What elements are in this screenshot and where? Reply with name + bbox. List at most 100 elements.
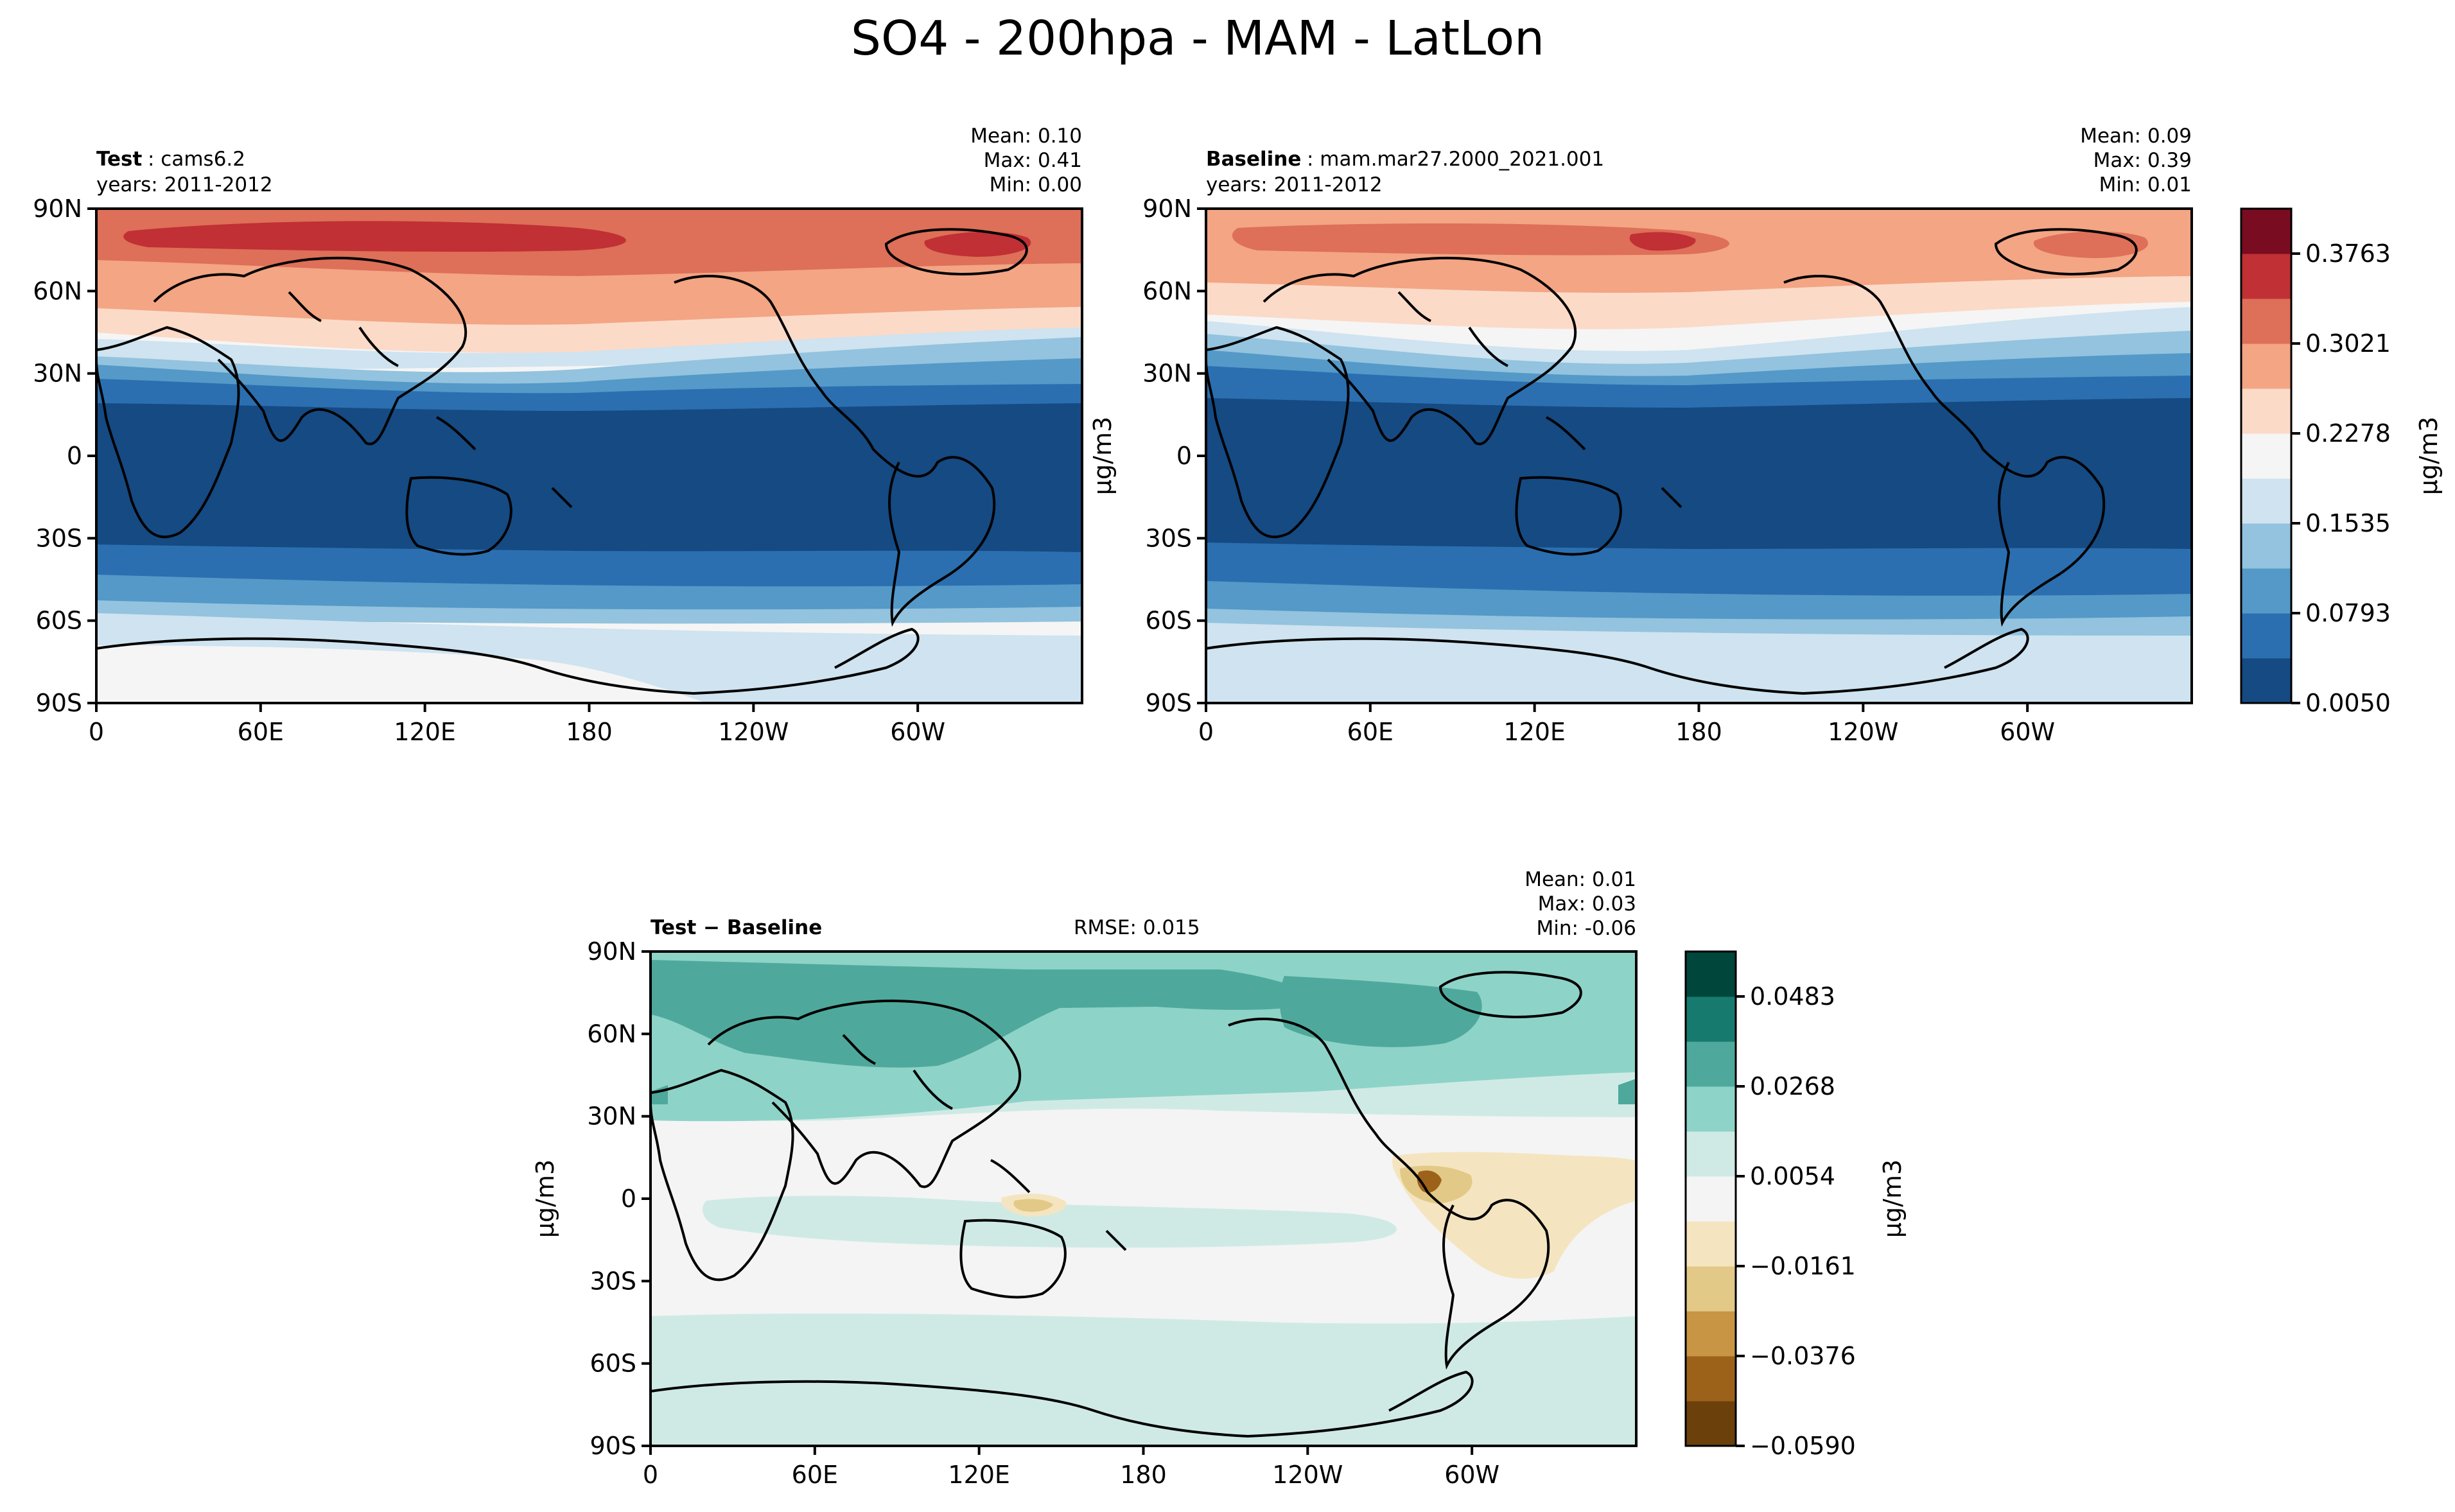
panel-baseline: Baseline : mam.mar27.2000_2021.001 years… <box>1088 125 2193 746</box>
figure-title: SO4 - 200hpa - MAM - LatLon <box>851 11 1544 66</box>
diff-stat-max: Max: 0.03 <box>1538 892 1636 916</box>
x-tick-label: 60W <box>1444 1461 1499 1489</box>
baseline-label-bold: Baseline <box>1206 148 1301 171</box>
colorbar-tick-label: −0.0161 <box>1750 1252 1856 1280</box>
y-tick-label: 30S <box>590 1267 636 1295</box>
baseline-stat-min: Min: 0.01 <box>2099 173 2192 196</box>
colorbar-segment <box>2241 343 2291 389</box>
x-tick-label: 180 <box>1675 718 1722 746</box>
colorbar-segment <box>2241 478 2291 524</box>
colorbar-tick-label: 0.2278 <box>2305 419 2391 448</box>
baseline-years: years: 2011-2012 <box>1206 173 1383 196</box>
diff-stat-min: Min: -0.06 <box>1536 917 1636 940</box>
colorbar-tick-label: 0.0268 <box>1750 1072 1835 1100</box>
y-tick-label: 30N <box>587 1102 636 1131</box>
baseline-stat-mean: Mean: 0.09 <box>2080 125 2192 148</box>
colorbar-segment <box>2241 254 2291 299</box>
colorbar-segment <box>1686 1311 1736 1357</box>
colorbar-segment <box>1686 952 1736 997</box>
x-tick-label: 60E <box>792 1461 838 1489</box>
colorbar-tick-label: 0.1535 <box>2305 509 2391 537</box>
diff-rmse: RMSE: 0.015 <box>1074 916 1200 939</box>
colorbar-segment <box>2241 433 2291 479</box>
test-map-area <box>96 209 1082 703</box>
colorbar-segment <box>2241 388 2291 434</box>
colorbar-segment <box>1686 996 1736 1042</box>
baseline-band-darkest <box>1206 398 2192 549</box>
colorbar-segment <box>2241 568 2291 614</box>
colorbar-frame <box>1684 950 1737 1447</box>
colorbar-segment <box>2241 658 2291 704</box>
x-tick-label: 120E <box>948 1461 1010 1489</box>
x-tick-label: 0 <box>89 718 104 746</box>
y-tick-label: 90N <box>33 195 82 223</box>
colorbar-tick-label: 0.3763 <box>2305 239 2391 268</box>
panel-difference: Test − Baseline RMSE: 0.015 Mean: 0.01 M… <box>531 868 1638 1489</box>
y-tick-label: 30N <box>33 360 82 388</box>
diff-axes: 0 60E 120E 180 120W 60W 90N 60N 30N 0 30S 60S 90S <box>587 937 1499 1489</box>
baseline-label-text: : mam.mar27.2000_2021.001 <box>1307 148 1604 171</box>
diff-band-north-teal-patches <box>651 960 1636 1104</box>
baseline-band-blue-south <box>1206 581 2192 623</box>
y-tick-label: 90S <box>36 689 82 717</box>
baseline-ylabel: μg/m3 <box>1088 417 1117 495</box>
colorbar-tick-label: −0.0590 <box>1750 1432 1856 1460</box>
y-tick-label: 60N <box>587 1020 636 1048</box>
y-tick-label: 90N <box>587 937 636 966</box>
test-coastlines <box>96 228 1028 695</box>
x-tick-label: 180 <box>566 718 613 746</box>
y-tick-label: 30N <box>1142 360 1192 388</box>
test-band-palest-south <box>96 613 1082 703</box>
colorbar-tick-label: 0.0054 <box>1750 1162 1835 1190</box>
colorbar-main: μg/m3 0.3763 0.3021 0.2278 0.1535 0.0793 0.00… <box>2240 207 2443 717</box>
baseline-band-darkred-north <box>1629 232 1696 251</box>
colorbar-segment <box>1686 1266 1736 1312</box>
baseline-band-palest-south <box>1206 623 2192 703</box>
x-tick-label: 60E <box>238 718 284 746</box>
colorbar-tick-label: 0.0050 <box>2305 689 2391 717</box>
test-years: years: 2011-2012 <box>96 173 273 196</box>
baseline-band-lightblue-south <box>1206 609 2192 642</box>
test-stat-max: Max: 0.41 <box>984 149 1082 172</box>
y-tick-label: 0 <box>1176 442 1192 470</box>
y-tick-label: 90S <box>1146 689 1192 717</box>
test-stat-min: Min: 0.00 <box>990 173 1082 196</box>
diff-map-area <box>651 952 1636 1446</box>
colorbar-segment <box>2241 523 2291 569</box>
baseline-axes: 0 60E 120E 180 120W 60W 90N 60N 30N 0 30S 60S 90S <box>1142 195 2055 746</box>
colorbar-tick-label: −0.0376 <box>1750 1342 1856 1370</box>
diff-stat-mean: Mean: 0.01 <box>1525 868 1636 891</box>
y-tick-label: 60N <box>33 277 82 305</box>
y-tick-label: 30S <box>1146 524 1192 552</box>
x-tick-label: 60W <box>890 718 945 746</box>
diff-band-south-teal <box>651 1313 1636 1446</box>
test-label-text: : cams6.2 <box>148 148 245 171</box>
panel-test: Test : cams6.2 years: 2011-2012 Mean: 0.… <box>33 125 1083 746</box>
baseline-map-area <box>1206 209 2192 703</box>
x-tick-label: 0 <box>1198 718 1214 746</box>
colorbar-segment <box>2241 299 2291 344</box>
baseline-stat-max: Max: 0.39 <box>2093 149 2192 172</box>
colorbar-tick-label: 0.3021 <box>2305 329 2391 358</box>
y-tick-label: 90S <box>590 1432 636 1460</box>
colorbar-segment <box>1686 1221 1736 1267</box>
colorbar-segment <box>1686 1401 1736 1447</box>
diff-label-bold: Test − Baseline <box>651 916 822 939</box>
test-band-lightblue-south <box>96 600 1082 624</box>
x-tick-label: 120E <box>394 718 456 746</box>
test-band-darkest <box>96 403 1082 552</box>
colorbar-segment <box>2241 613 2291 659</box>
y-tick-label: 60S <box>590 1350 636 1378</box>
y-tick-label: 60N <box>1142 277 1192 305</box>
y-tick-label: 60S <box>36 607 82 635</box>
colorbar-segment <box>1686 1356 1736 1402</box>
colorbar-segment <box>1686 1086 1736 1132</box>
colorbar-tick-label: 0.0483 <box>1750 982 1835 1011</box>
diff-ylabel: μg/m3 <box>531 1160 559 1238</box>
colorbar-frame <box>2240 207 2293 704</box>
x-tick-label: 120W <box>718 718 789 746</box>
diff-band-tan-sa <box>1001 1152 1636 1279</box>
x-tick-label: 180 <box>1120 1461 1167 1489</box>
colorbar-diff-label: μg/m3 <box>1878 1160 1907 1238</box>
